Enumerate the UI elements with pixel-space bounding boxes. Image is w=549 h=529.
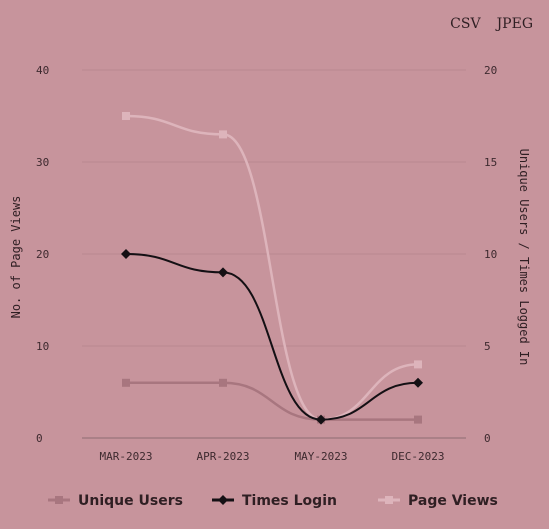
data-point	[414, 416, 422, 424]
right-tick-label: 15	[484, 156, 497, 169]
left-tick-label: 0	[36, 432, 43, 445]
data-point	[121, 249, 131, 259]
right-tick-label: 0	[484, 432, 491, 445]
left-tick-label: 40	[36, 64, 49, 77]
right-tick-label: 10	[484, 248, 497, 261]
left-tick-label: 20	[36, 248, 49, 261]
legend-item-unique-users: Unique Users	[48, 493, 183, 509]
data-point	[414, 360, 422, 368]
x-tick-label: APR-2023	[197, 450, 250, 463]
data-point	[413, 378, 423, 388]
data-point	[219, 379, 227, 387]
data-point	[122, 379, 130, 387]
right-tick-label: 5	[484, 340, 491, 353]
x-tick-label: MAR-2023	[100, 450, 153, 463]
data-point	[219, 130, 227, 138]
right-axis-ticks: 0 5 10 15 20	[484, 64, 497, 445]
left-tick-label: 10	[36, 340, 49, 353]
data-point	[122, 112, 130, 120]
series-page-views	[122, 112, 422, 424]
x-tick-label: DEC-2023	[392, 450, 445, 463]
left-axis-title: No. of Page Views	[9, 196, 23, 319]
legend-label: Times Login	[242, 493, 337, 509]
legend-marker	[218, 495, 228, 505]
x-axis-ticks: MAR-2023 APR-2023 MAY-2023 DEC-2023	[100, 450, 445, 463]
data-point	[218, 267, 228, 277]
legend-label: Unique Users	[78, 493, 183, 509]
legend-marker	[55, 496, 63, 504]
legend-marker	[385, 496, 393, 504]
right-axis-title: Unique Users / Times Logged In	[517, 149, 531, 366]
left-axis-ticks: 0 10 20 30 40	[36, 64, 49, 445]
legend-item-page-views: Page Views	[378, 493, 498, 509]
series-layer	[121, 112, 423, 425]
legend-label: Page Views	[408, 493, 498, 509]
legend: Unique Users Times Login Page Views	[48, 493, 498, 509]
x-tick-label: MAY-2023	[295, 450, 348, 463]
legend-item-times-login: Times Login	[212, 493, 337, 509]
right-tick-label: 20	[484, 64, 497, 77]
left-tick-label: 30	[36, 156, 49, 169]
